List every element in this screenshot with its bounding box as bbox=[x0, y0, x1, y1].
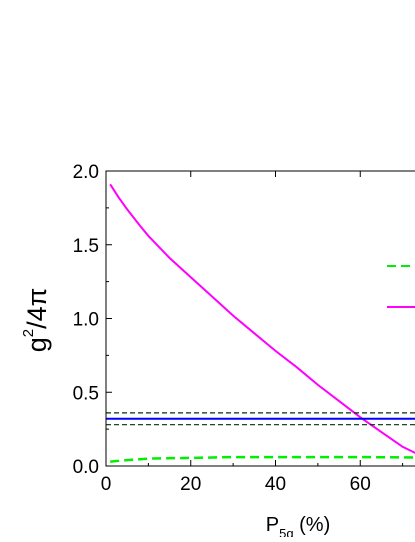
y-tick-label: 0.5 bbox=[73, 383, 99, 404]
legend bbox=[387, 265, 415, 308]
x-tick-label: 0 bbox=[101, 474, 112, 495]
y-tick-label: 1.5 bbox=[73, 236, 99, 257]
x-axis-label-base: P bbox=[266, 514, 279, 536]
y-axis-label-sup: 2 bbox=[20, 329, 37, 337]
y-tick-label: 2.0 bbox=[73, 162, 99, 183]
y-tick-label: 0.0 bbox=[73, 457, 99, 478]
x-axis-label: P5q (%) bbox=[266, 514, 330, 537]
y-tick-label: 1.0 bbox=[73, 310, 99, 331]
y-axis-label-rest: /4π bbox=[22, 288, 52, 329]
y-axis-label: g2/4π bbox=[20, 288, 52, 353]
series-line-2 bbox=[110, 455, 415, 463]
x-axis-label-sub: 5q bbox=[279, 526, 293, 537]
plot-frame bbox=[105, 170, 415, 467]
axis-ticks: 0204060800.00.51.01.52.0 bbox=[73, 162, 404, 495]
series-line-1 bbox=[109, 183, 415, 454]
x-tick-label: 40 bbox=[265, 474, 286, 495]
x-axis-label-suffix: (%) bbox=[294, 514, 331, 536]
x-tick-label: 60 bbox=[350, 474, 371, 495]
x-tick-label: 20 bbox=[180, 474, 201, 495]
y-axis-label-base: g bbox=[22, 337, 52, 352]
chart-marks bbox=[106, 183, 415, 463]
